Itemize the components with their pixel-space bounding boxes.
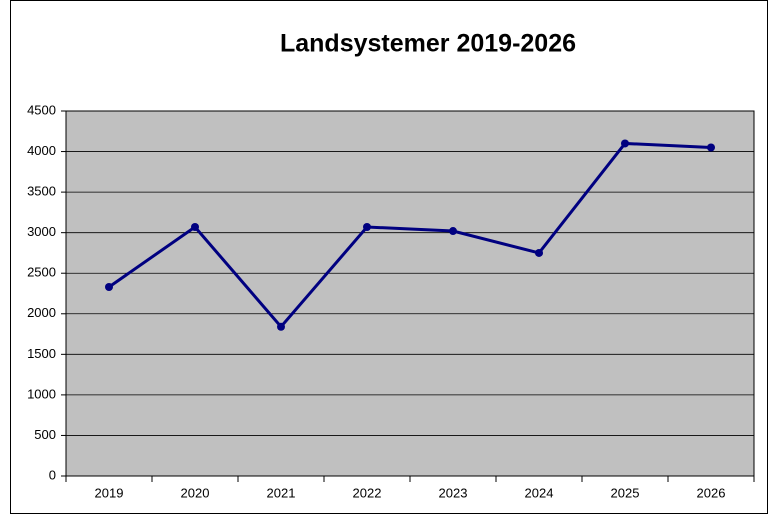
chart-title: Landsystemer 2019-2026 — [280, 30, 576, 58]
data-point — [363, 222, 371, 231]
x-tick-label: 2021 — [267, 485, 296, 500]
y-tick-label: 1000 — [27, 386, 56, 401]
data-point — [449, 227, 457, 236]
y-tick-label: 4000 — [27, 143, 56, 158]
y-tick-label: 500 — [34, 427, 56, 442]
y-tick-label: 1500 — [27, 346, 56, 361]
y-tick-label: 3000 — [27, 224, 56, 239]
x-tick-label: 2022 — [353, 485, 382, 500]
y-tick-label: 4500 — [27, 102, 56, 117]
plot-area — [65, 110, 755, 477]
x-tick-label: 2026 — [697, 485, 726, 500]
data-point — [621, 139, 629, 148]
data-point — [277, 322, 285, 331]
data-point — [191, 222, 199, 231]
x-tick-label: 2020 — [181, 485, 210, 500]
x-tick-label: 2019 — [95, 485, 124, 500]
y-tick-label: 0 — [49, 467, 56, 482]
x-tick-label: 2024 — [525, 485, 554, 500]
y-tick-label: 2000 — [27, 305, 56, 320]
x-tick-label: 2025 — [611, 485, 640, 500]
x-tick-label: 2023 — [439, 485, 468, 500]
data-point — [105, 283, 113, 292]
data-point — [535, 248, 543, 257]
data-point — [707, 143, 715, 152]
y-tick-label: 2500 — [27, 265, 56, 280]
data-line — [108, 141, 712, 330]
y-tick-label: 3500 — [27, 184, 56, 199]
